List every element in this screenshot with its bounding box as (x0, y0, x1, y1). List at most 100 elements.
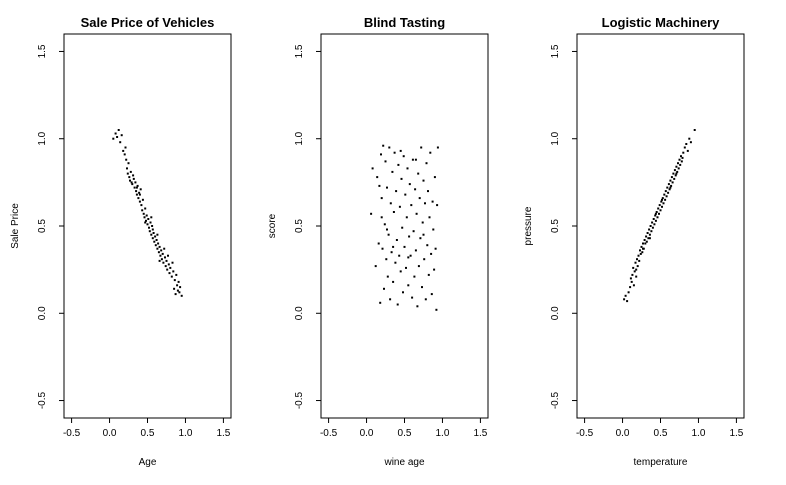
data-point (173, 287, 176, 290)
data-point (667, 191, 670, 194)
data-point (385, 258, 388, 261)
data-point (415, 212, 418, 215)
data-point (402, 155, 405, 158)
data-point (419, 237, 422, 240)
data-point (392, 211, 395, 213)
data-point (163, 247, 166, 250)
x-tick-label: 1.5 (216, 428, 230, 439)
data-point (421, 221, 424, 224)
data-point (152, 232, 155, 234)
y-axis-label: score (267, 213, 278, 238)
data-point (392, 280, 395, 283)
data-point (423, 258, 426, 261)
data-point (411, 158, 414, 161)
data-point (680, 155, 682, 158)
data-point (408, 235, 411, 238)
x-tick-label: -0.5 (63, 428, 81, 439)
data-point (645, 240, 648, 243)
data-point (134, 181, 137, 184)
data-point (140, 204, 143, 207)
data-point (661, 205, 663, 208)
data-point (693, 129, 696, 131)
data-point (126, 167, 128, 170)
data-point (139, 188, 142, 191)
y-tick-label: 1.0 (550, 131, 561, 145)
data-point (427, 190, 429, 193)
x-tick-label: 1.0 (436, 428, 450, 439)
scatter-panel-sale-price: Sale Price of Vehicles -0.5 0.0 0.5 1.0 1.5 -0… (10, 15, 232, 468)
data-point (433, 268, 436, 271)
data-point (173, 279, 176, 282)
data-point (142, 212, 145, 215)
data-point (636, 265, 639, 268)
data-point (167, 254, 169, 257)
data-point (636, 258, 638, 261)
data-point (158, 259, 161, 262)
data-point (135, 193, 138, 196)
data-point (637, 254, 640, 257)
data-point (672, 172, 675, 175)
data-point (413, 275, 416, 278)
data-point (395, 239, 398, 241)
scatter-panel-logistic-machinery: Logistic Machinery -0.5 0.0 0.5 1.0 1.5 -0.5 0.… (523, 15, 745, 468)
data-point (669, 186, 672, 189)
data-point (654, 214, 657, 217)
data-point (408, 183, 411, 186)
x-tick-label: 1.5 (473, 428, 487, 439)
data-point (172, 270, 175, 273)
data-point (414, 249, 417, 252)
data-point (673, 177, 676, 180)
data-point (398, 254, 401, 257)
data-point (161, 252, 164, 255)
data-point (648, 237, 651, 240)
scatter-panel-blind-tasting: Blind Tasting -0.5 0.0 0.5 1.0 1.5 -0.5 0.0 0.5 1… (267, 15, 489, 468)
data-point (386, 275, 389, 278)
data-point (119, 141, 122, 144)
data-point (157, 242, 160, 245)
data-point (632, 284, 635, 287)
data-point (430, 252, 433, 255)
data-point (414, 158, 417, 161)
data-point (160, 258, 163, 261)
data-point (138, 191, 141, 194)
data-point (141, 198, 144, 201)
data-point (390, 251, 393, 254)
data-point (123, 153, 126, 156)
x-axis-label: Age (139, 457, 157, 468)
data-point (145, 219, 147, 222)
data-point (135, 186, 138, 189)
data-point (407, 256, 410, 259)
data-point (133, 186, 136, 189)
data-point (371, 167, 374, 170)
data-point (179, 286, 182, 289)
y-tick-label: 0.5 (550, 219, 561, 233)
data-point (686, 149, 689, 152)
data-point (175, 273, 178, 276)
data-point (667, 183, 670, 186)
data-point (654, 219, 657, 222)
data-point (629, 286, 632, 289)
y-tick-label: 0.5 (294, 219, 305, 233)
data-point (660, 200, 663, 203)
data-point (688, 137, 691, 140)
data-point (396, 303, 399, 306)
data-point (387, 233, 390, 236)
data-point (389, 298, 392, 301)
x-axis-label: wine age (383, 457, 424, 468)
data-point (422, 179, 425, 182)
data-point (180, 294, 183, 297)
data-point (666, 186, 669, 189)
data-point (370, 212, 373, 215)
x-tick-label: -0.5 (576, 428, 594, 439)
x-tick-label: 0.5 (141, 428, 155, 439)
data-point (689, 141, 692, 144)
data-point (150, 233, 153, 236)
data-point (400, 177, 403, 180)
data-point (425, 162, 428, 165)
data-point (171, 261, 174, 264)
data-point (632, 266, 635, 269)
data-point (652, 218, 655, 220)
data-point (623, 298, 626, 301)
data-point (417, 265, 420, 268)
data-point (141, 209, 144, 212)
